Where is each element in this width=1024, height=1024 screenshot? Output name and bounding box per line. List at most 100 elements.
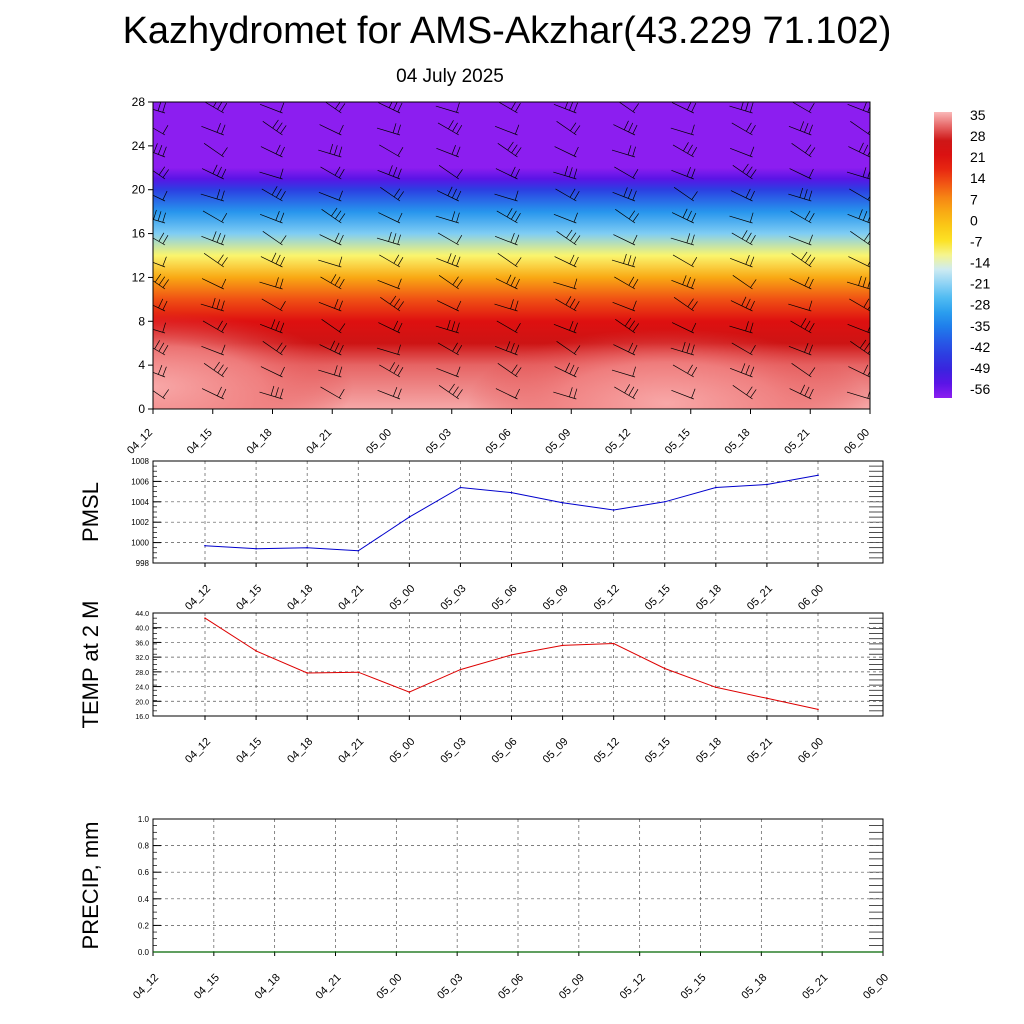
wind-barb: [611, 366, 636, 378]
wind-barb: [202, 320, 228, 334]
wind-barb: [494, 190, 519, 202]
wind-barb: [670, 233, 695, 246]
y-tick-label: 0.0: [138, 948, 150, 957]
wind-barb: [436, 366, 461, 378]
x-tick-label: 05_09: [543, 427, 573, 457]
x-tick-label: 05_15: [643, 583, 673, 613]
wind-barb: [671, 388, 696, 400]
series-point: [357, 549, 360, 552]
y-tick-label: 0.8: [138, 842, 150, 851]
x-tick-label: 04_15: [234, 736, 264, 766]
x-tick-label: 05_15: [643, 736, 673, 766]
wind-barb: [320, 274, 345, 290]
wind-barb: [788, 187, 813, 202]
wind-barb: [259, 168, 284, 180]
wind-barb: [201, 231, 226, 246]
colorbar-label: 0: [970, 212, 978, 228]
y-tick-label: 28: [132, 95, 146, 109]
x-tick-label: 05_03: [435, 972, 465, 1002]
y-tick-label: 24.0: [135, 685, 149, 692]
wind-barb: [850, 121, 870, 136]
wind-barb: [731, 342, 756, 356]
x-tick-label: 05_00: [387, 583, 417, 613]
y-tick-label: 1000: [131, 539, 149, 548]
series-point: [817, 474, 819, 477]
colorbar-label: 28: [970, 128, 986, 144]
wind-barb: [153, 256, 167, 268]
wind-barb: [436, 300, 462, 312]
wind-barb: [436, 186, 462, 202]
x-tick-label: 04_21: [336, 736, 366, 766]
y-tick-label: 1008: [131, 457, 149, 466]
warm-core: [466, 328, 867, 409]
series-point: [817, 708, 819, 711]
wind-barb: [203, 253, 228, 268]
series-point: [715, 686, 717, 689]
wind-barb: [153, 364, 167, 378]
wind-barb: [153, 298, 168, 312]
wind-barb: [438, 383, 463, 400]
y-tick-label: 1002: [131, 518, 149, 527]
wind-barb: [201, 122, 226, 136]
x-tick-label: 05_12: [592, 583, 622, 613]
wind-barb: [259, 319, 285, 334]
warm-core: [153, 312, 353, 409]
wind-barb: [201, 386, 227, 400]
wind-barb: [436, 253, 461, 268]
wind-barb: [670, 124, 695, 136]
wind-barb: [790, 318, 815, 334]
wind-barb: [553, 387, 578, 400]
wind-barb: [260, 144, 285, 158]
wind-barb: [791, 363, 816, 378]
wind-barb: [788, 234, 813, 246]
x-tick-label: 04_12: [131, 972, 161, 1002]
wind-barb: [153, 190, 168, 202]
wind-barb: [203, 143, 228, 158]
x-tick-label: 05_18: [739, 972, 769, 1002]
series-point: [408, 516, 411, 518]
x-tick-label: 05_18: [694, 583, 724, 613]
wind-barb: [671, 275, 696, 290]
x-tick-label: 05_12: [618, 972, 648, 1002]
y-tick-label: 0.2: [138, 921, 150, 930]
wind-barb: [260, 252, 285, 268]
y-axis-label: TEMP at 2 M: [78, 601, 103, 729]
x-tick-label: 05_06: [490, 736, 520, 766]
wind-barb: [791, 251, 816, 268]
x-tick-label: 05_09: [557, 972, 587, 1002]
x-tick-label: 05_03: [438, 736, 468, 766]
wind-barb: [200, 297, 225, 312]
wind-barb: [729, 363, 755, 378]
wind-barb: [613, 234, 638, 246]
wind-barb: [614, 384, 639, 400]
wind-barb: [321, 319, 346, 334]
x-tick-label: 04_21: [314, 972, 344, 1002]
wind-barb: [377, 165, 402, 180]
wind-barb: [788, 300, 813, 312]
colorbar-label: -28: [970, 297, 990, 313]
x-tick-label: 04_12: [183, 583, 213, 613]
wind-barb: [846, 167, 870, 180]
y-tick-label: 40.0: [135, 626, 149, 633]
series-point: [459, 668, 462, 671]
wind-barb: [319, 340, 344, 356]
x-tick-label: 05_06: [484, 427, 514, 457]
wind-barb: [555, 188, 580, 202]
wind-barb: [318, 256, 343, 268]
page-title: Kazhydromet for AMS-Akzhar(43.229 71.102…: [122, 10, 892, 52]
y-tick-label: 28.0: [135, 670, 149, 677]
wind-barb: [846, 275, 870, 290]
x-tick-label: 04_21: [336, 583, 366, 613]
page-date: 04 July 2025: [396, 66, 504, 87]
x-tick-label: 05_21: [745, 736, 775, 766]
wind-barb: [618, 102, 639, 114]
x-tick-label: 04_15: [192, 972, 222, 1002]
colorbar: 35 28 21 14 7 0 -7 -14 -21 -28 -35 -42 -49 -56: [934, 107, 990, 398]
wind-barb: [553, 212, 578, 224]
wind-barb: [200, 189, 225, 202]
x-tick-label: 05_00: [387, 736, 417, 766]
wind-barb: [319, 124, 344, 136]
wind-barb: [376, 231, 401, 246]
panel-frame: [152, 612, 884, 717]
wind-barb: [319, 232, 344, 246]
